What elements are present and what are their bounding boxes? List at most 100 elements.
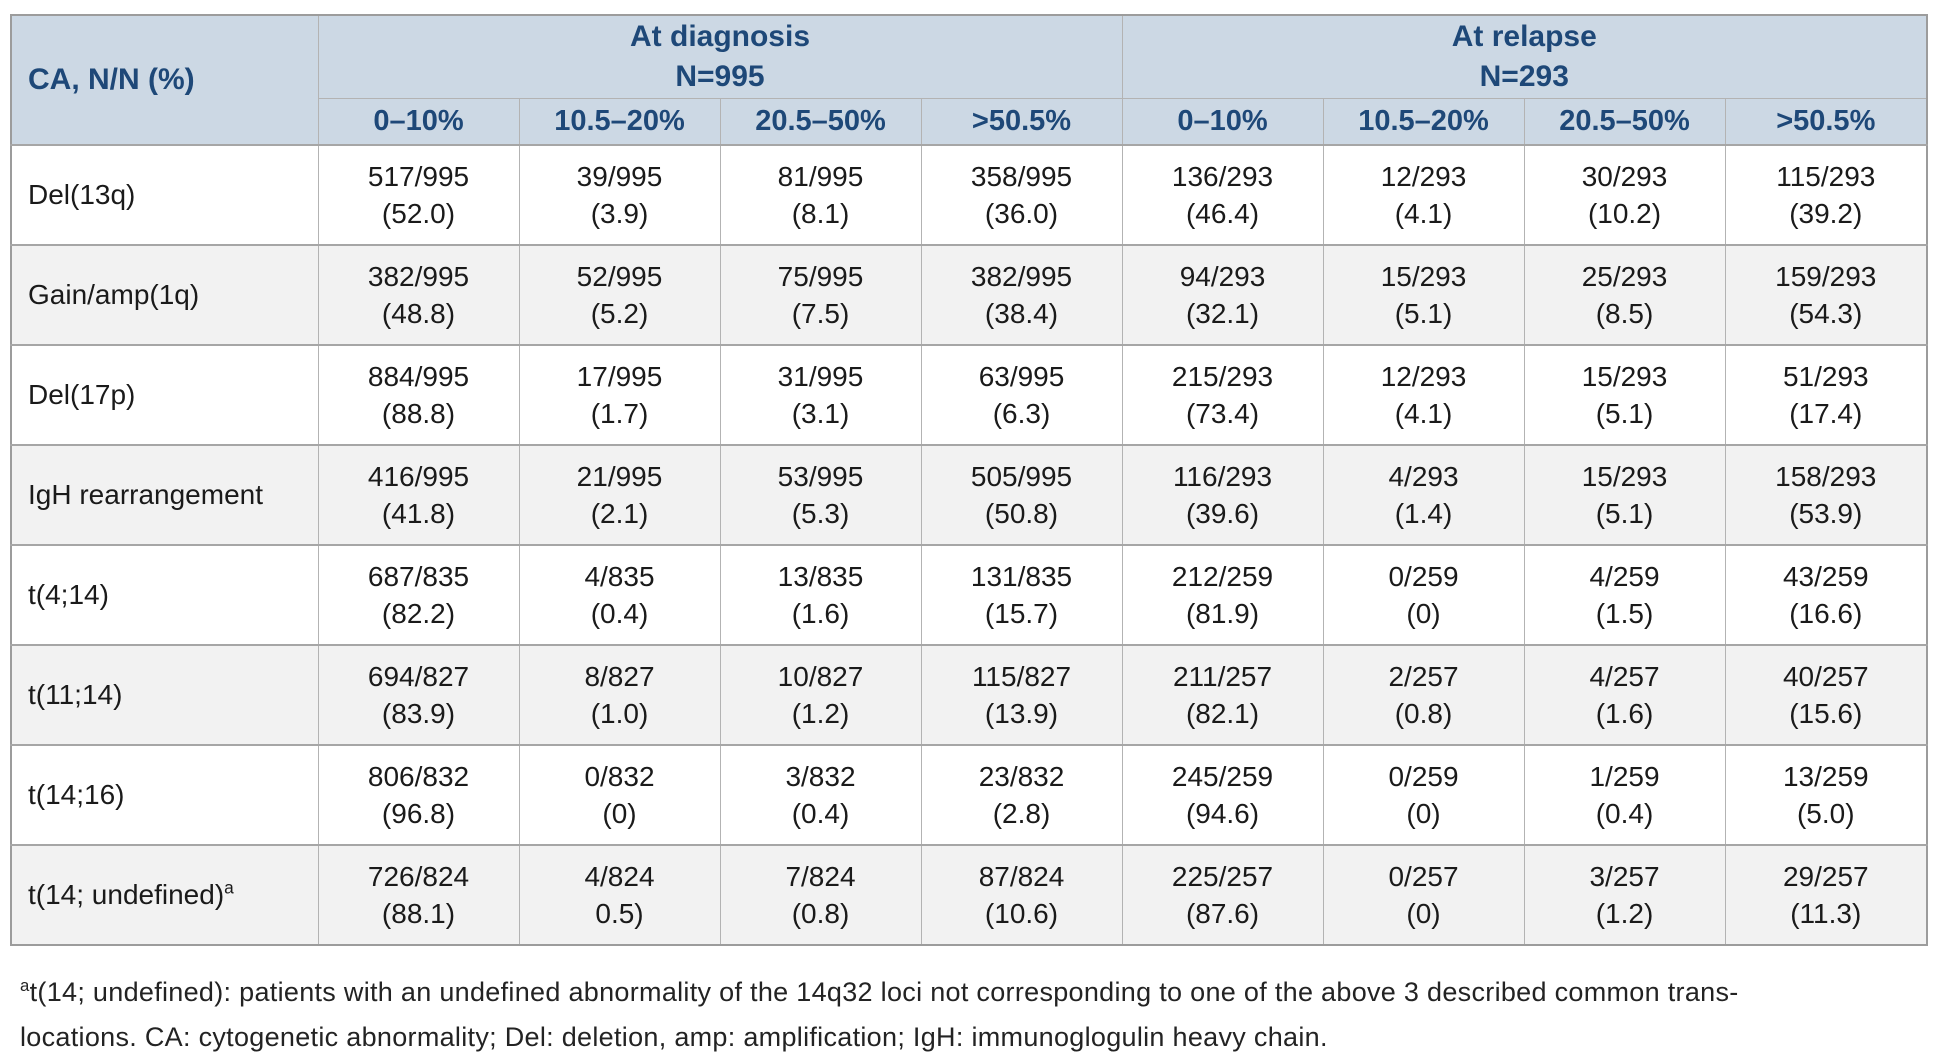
data-cell: 30/293 (10.2) [1523, 143, 1726, 245]
group-header-diagnosis: At diagnosis N=995 [317, 14, 1123, 99]
cell-percent: (5.3) [791, 497, 850, 529]
cell-percent: (10.6) [984, 897, 1059, 929]
data-cell: 51/293 (17.4) [1724, 343, 1928, 445]
data-cell: 43/259 (16.6) [1724, 543, 1928, 645]
footnote-text-2: locations. CA: cytogenetic abnormality; … [20, 1021, 1328, 1052]
cell-count: 215/293 [1171, 360, 1274, 392]
data-cell: 25/293 (8.5) [1523, 243, 1726, 345]
data-cell: 4/259 (1.5) [1523, 543, 1726, 645]
cell-percent: (88.8) [381, 397, 456, 429]
data-cell: 4/257 (1.6) [1523, 643, 1726, 745]
cell-count: 52/995 [576, 260, 663, 292]
cell-percent: (1.6) [1595, 697, 1654, 729]
table-row: t(14;16) 806/832 (96.8) 0/832 (0) 3/832 (0.4) 2… [10, 743, 1928, 845]
cell-count: 158/293 [1775, 460, 1877, 492]
cell-count: 21/995 [576, 460, 663, 492]
cell-count: 694/827 [367, 660, 470, 692]
cell-count: 115/827 [971, 660, 1072, 692]
cell-count: 94/293 [1179, 260, 1266, 292]
cell-percent: (11.3) [1790, 897, 1862, 929]
data-cell: 159/293 (54.3) [1724, 243, 1928, 345]
group-title: At relapse [1451, 20, 1597, 53]
cell-count: 4/835 [584, 560, 655, 592]
cytogenetic-abnormality-table: CA, N/N (%) At diagnosis N=995 At relaps… [10, 14, 1929, 946]
table-header: CA, N/N (%) At diagnosis N=995 At relaps… [10, 14, 1928, 145]
group-header-row: CA, N/N (%) At diagnosis N=995 At relaps… [10, 14, 1928, 145]
data-cell: 115/827 (13.9) [920, 643, 1123, 745]
cell-count: 13/835 [777, 560, 864, 592]
cell-count: 15/293 [1380, 260, 1467, 292]
cell-count: 1/259 [1589, 760, 1660, 792]
data-cell: 806/832 (96.8) [317, 743, 520, 845]
data-cell: 1/259 (0.4) [1523, 743, 1726, 845]
cell-percent: (0) [1406, 597, 1441, 629]
row-label-superscript: a [224, 877, 234, 898]
cell-count: 4/259 [1589, 560, 1660, 592]
cell-count: 0/832 [584, 760, 655, 792]
cell-count: 225/257 [1171, 860, 1274, 892]
data-cell: 131/835 (15.7) [920, 543, 1123, 645]
table-row: t(11;14) 694/827 (83.9) 8/827 (1.0) 10/827 (1.… [10, 643, 1928, 745]
data-cell: 15/293 (5.1) [1523, 443, 1726, 545]
cell-count: 12/293 [1380, 160, 1467, 192]
cell-count: 15/293 [1581, 360, 1668, 392]
cell-count: 8/827 [584, 660, 655, 692]
data-cell: 94/293 (32.1) [1121, 243, 1324, 345]
cell-count: 382/995 [367, 260, 470, 292]
cell-percent: (87.6) [1185, 897, 1260, 929]
cell-percent: (8.1) [791, 197, 850, 229]
cell-count: 3/257 [1589, 860, 1660, 892]
data-cell: 687/835 (82.2) [317, 543, 520, 645]
data-cell: 4/293 (1.4) [1322, 443, 1525, 545]
cell-percent: (53.9) [1789, 497, 1863, 529]
subheader-diagnosis-20-50: 20.5–50% [719, 98, 922, 145]
cell-percent: (16.6) [1789, 597, 1863, 629]
data-cell: 10/827 (1.2) [719, 643, 922, 745]
cell-count: 81/995 [777, 160, 864, 192]
cell-percent: (1.0) [590, 697, 649, 729]
data-cell: 81/995 (8.1) [719, 143, 922, 245]
cell-count: 23/832 [978, 760, 1065, 792]
cell-count: 212/259 [1171, 560, 1274, 592]
cell-count: 0/259 [1388, 560, 1459, 592]
cell-count: 0/259 [1388, 760, 1459, 792]
cell-percent: 0.5) [595, 897, 644, 929]
row-label: Del(13q) [10, 143, 319, 245]
data-cell: 31/995 (3.1) [719, 343, 922, 445]
cell-count: 136/293 [1171, 160, 1274, 192]
cell-percent: (0.4) [791, 797, 850, 829]
data-cell: 0/832 (0) [518, 743, 721, 845]
table-row: t(14; undefined)a 726/824 (88.1) 4/824 0.5) 7… [10, 843, 1928, 945]
cell-percent: (82.2) [381, 597, 456, 629]
row-label: t(11;14) [10, 643, 319, 745]
cell-percent: (1.2) [1595, 897, 1654, 929]
cell-percent: (32.1) [1185, 297, 1260, 329]
table-row: t(4;14) 687/835 (82.2) 4/835 (0.4) 13/835 (1.6… [10, 543, 1928, 645]
cell-percent: (5.0) [1796, 797, 1855, 829]
row-label: Del(17p) [10, 343, 319, 445]
data-cell: 8/827 (1.0) [518, 643, 721, 745]
subheader-relapse-10-20: 10.5–20% [1322, 98, 1525, 145]
cell-percent: (5.1) [1595, 397, 1654, 429]
data-cell: 29/257 (11.3) [1724, 843, 1928, 945]
subheader-relapse-20-50: 20.5–50% [1523, 98, 1726, 145]
cell-percent: (0.8) [791, 897, 850, 929]
data-cell: 21/995 (2.1) [518, 443, 721, 545]
cell-percent: (0.4) [590, 597, 649, 629]
cell-percent: (88.1) [381, 897, 456, 929]
cell-count: 159/293 [1775, 260, 1877, 292]
data-cell: 52/995 (5.2) [518, 243, 721, 345]
cell-percent: (1.7) [590, 397, 649, 429]
cell-percent: (13.9) [984, 697, 1059, 729]
cell-count: 416/995 [367, 460, 470, 492]
data-cell: 7/824 (0.8) [719, 843, 922, 945]
data-cell: 225/257 (87.6) [1121, 843, 1324, 945]
cell-count: 382/995 [970, 260, 1073, 292]
cell-count: 40/257 [1782, 660, 1869, 692]
cell-percent: (2.1) [590, 497, 649, 529]
data-cell: 2/257 (0.8) [1322, 643, 1525, 745]
group-title: At diagnosis [630, 20, 811, 53]
data-cell: 517/995 (52.0) [317, 143, 520, 245]
cell-count: 3/832 [785, 760, 856, 792]
